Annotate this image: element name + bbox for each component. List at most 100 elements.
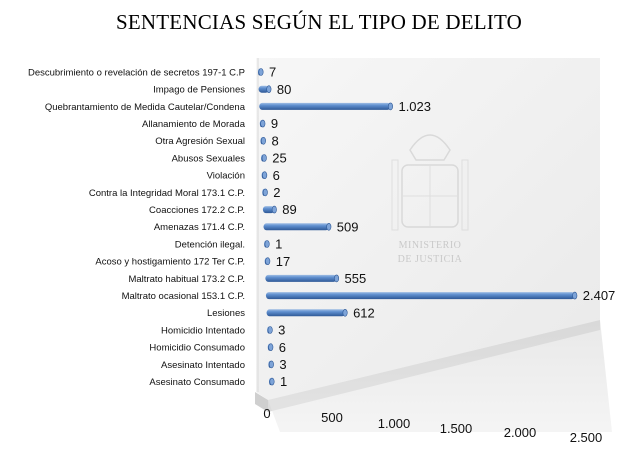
category-labels: Descubrimiento o revelación de secretos … bbox=[28, 67, 246, 388]
category-label: Abusos Sexuales bbox=[172, 153, 246, 164]
category-label: Homicidio Consumado bbox=[149, 343, 245, 354]
category-label: Acoso y hostigamiento 172 Ter C.P. bbox=[95, 257, 245, 268]
bar-cap bbox=[262, 171, 268, 179]
category-label: Homicidio Intentado bbox=[161, 325, 245, 336]
x-tick-label: 2.000 bbox=[504, 425, 537, 440]
bar-cap bbox=[261, 154, 267, 162]
bar-1 bbox=[258, 68, 264, 76]
value-label: 80 bbox=[277, 82, 291, 97]
bar-cap bbox=[271, 205, 277, 214]
value-label: 6 bbox=[279, 340, 286, 355]
x-axis-ticks: 0 500 1.000 1.500 2.000 2.500 bbox=[263, 406, 602, 445]
floor bbox=[268, 320, 612, 432]
bar-15 bbox=[266, 308, 348, 317]
value-label: 555 bbox=[345, 271, 367, 286]
value-label: 1.023 bbox=[398, 99, 431, 114]
bar-14 bbox=[265, 291, 578, 300]
watermark-line2: DE JUSTICIA bbox=[398, 254, 463, 265]
bar-5 bbox=[260, 137, 266, 145]
bar-cap bbox=[342, 308, 348, 317]
bar-body bbox=[258, 85, 269, 93]
category-label: Impago de Pensiones bbox=[153, 85, 245, 96]
x-tick-label: 2.500 bbox=[570, 430, 603, 445]
bar-cap bbox=[387, 102, 393, 111]
category-label: Maltrato ocasional 153.1 C.P. bbox=[122, 291, 245, 302]
bar-10 bbox=[263, 223, 332, 231]
category-label: Asesinato Intentado bbox=[161, 360, 245, 371]
bar-cap bbox=[572, 291, 578, 300]
category-label: Contra la Integridad Moral 173.1 C.P. bbox=[89, 188, 245, 199]
bar-9 bbox=[262, 205, 277, 214]
bar-cap bbox=[265, 257, 271, 266]
bar-13 bbox=[265, 274, 340, 283]
category-label: Amenazas 171.4 C.P. bbox=[154, 222, 245, 233]
bars-group bbox=[258, 68, 578, 386]
category-label: Asesinato Consumado bbox=[149, 377, 245, 388]
category-label: Violación bbox=[207, 171, 245, 182]
value-label: 25 bbox=[272, 151, 286, 166]
pillar-right bbox=[461, 159, 469, 231]
x-tick-label: 1.500 bbox=[440, 421, 473, 436]
value-label: 3 bbox=[279, 357, 286, 372]
bar-cap bbox=[262, 188, 268, 197]
category-label: Descubrimiento o revelación de secretos … bbox=[28, 67, 245, 78]
bar-body bbox=[259, 102, 391, 110]
bar-body bbox=[266, 309, 346, 317]
bar-2 bbox=[258, 85, 272, 93]
value-label: 2.407 bbox=[583, 288, 616, 303]
bar-7 bbox=[261, 171, 268, 179]
value-label: 3 bbox=[278, 323, 285, 338]
coat-of-arms-icon bbox=[391, 134, 469, 231]
bar-body bbox=[263, 223, 329, 231]
value-label: 7 bbox=[269, 65, 276, 80]
bar-body bbox=[262, 206, 275, 214]
category-label: Quebrantamiento de Medida Cautelar/Conde… bbox=[45, 102, 246, 113]
corner-edge bbox=[255, 392, 268, 412]
value-label: 8 bbox=[271, 133, 278, 148]
value-label: 9 bbox=[271, 116, 278, 131]
x-tick-label: 1.000 bbox=[378, 416, 411, 431]
chart-title: SENTENCIAS SEGÚN EL TIPO DE DELITO bbox=[116, 10, 522, 34]
bar-16 bbox=[267, 326, 273, 334]
bar-18 bbox=[268, 360, 274, 369]
value-label: 612 bbox=[353, 305, 375, 320]
bar-body bbox=[265, 274, 337, 282]
bar-cap bbox=[258, 68, 264, 76]
watermark: MINISTERIO DE JUSTICIA bbox=[391, 134, 469, 265]
bar-12 bbox=[264, 257, 271, 266]
watermark-line1: MINISTERIO bbox=[399, 240, 462, 251]
pillar-left bbox=[391, 159, 399, 231]
bar-cap bbox=[267, 326, 273, 334]
x-tick-label: 500 bbox=[321, 410, 343, 425]
value-label: 89 bbox=[282, 202, 296, 217]
x-tick-label: 0 bbox=[263, 406, 270, 421]
bar-cap bbox=[269, 377, 275, 386]
category-label: Otra Agresión Sexual bbox=[155, 136, 245, 147]
category-label: Lesiones bbox=[207, 308, 245, 319]
category-label: Coacciones 172.2 C.P. bbox=[149, 205, 245, 216]
bar-cap bbox=[268, 360, 274, 369]
bar-cap bbox=[260, 119, 266, 128]
bar-cap bbox=[326, 223, 332, 231]
bar-cap bbox=[266, 85, 272, 93]
bar-cap bbox=[334, 274, 340, 283]
category-label: Allanamiento de Morada bbox=[142, 119, 246, 130]
value-label: 17 bbox=[276, 254, 290, 269]
bar-11 bbox=[264, 240, 270, 248]
bar-4 bbox=[259, 119, 266, 128]
bar-19 bbox=[269, 377, 275, 386]
bar-cap bbox=[268, 343, 274, 352]
bar-6 bbox=[261, 154, 267, 162]
crown-shape bbox=[409, 134, 451, 161]
value-label: 509 bbox=[337, 219, 359, 234]
value-label: 1 bbox=[280, 374, 287, 389]
bar-body bbox=[265, 292, 575, 300]
bar-cap bbox=[260, 137, 266, 145]
value-label: 1 bbox=[275, 237, 282, 252]
category-label: Detención ilegal. bbox=[175, 239, 245, 250]
value-label: 6 bbox=[273, 168, 280, 183]
bar-3 bbox=[259, 102, 393, 111]
value-labels: 780 1.023 9 8 25 6 289 509 1 17 555 2.407 612 3 6 3 1 bbox=[269, 65, 615, 390]
shield-shape bbox=[401, 164, 459, 228]
